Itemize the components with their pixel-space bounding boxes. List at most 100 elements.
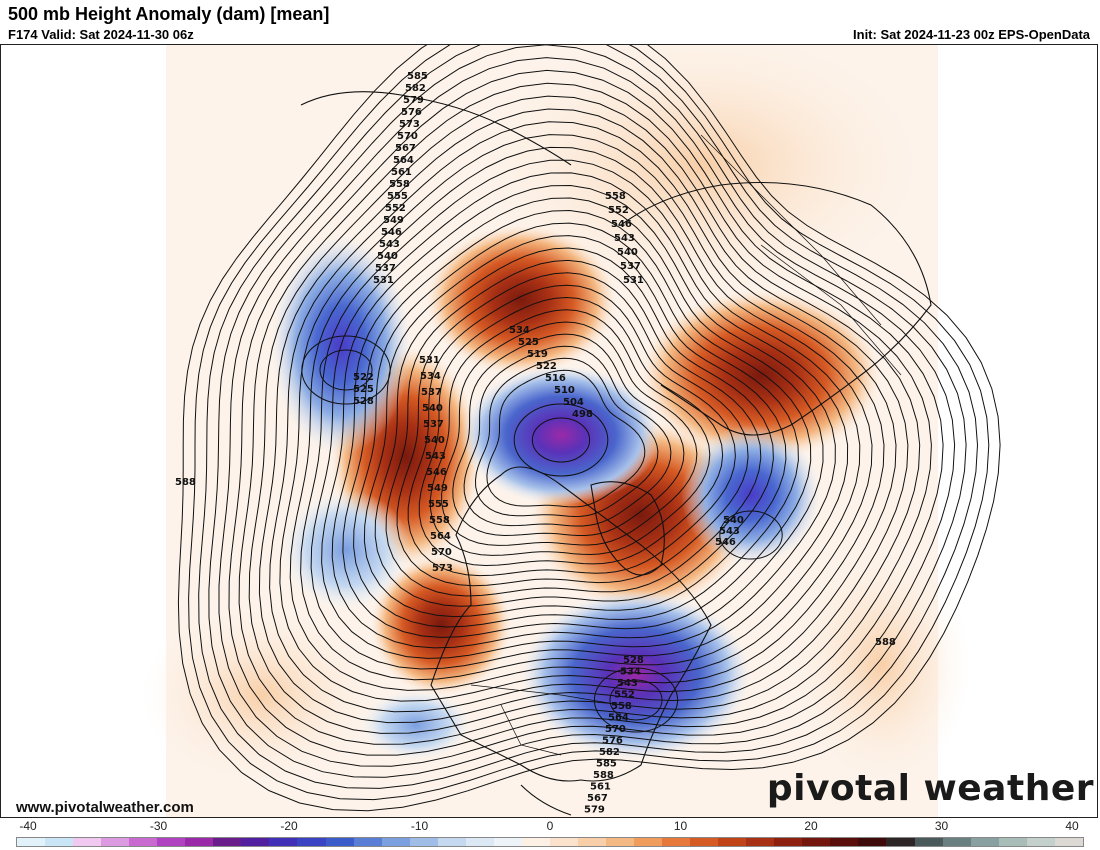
colorbar-swatch [17, 838, 46, 846]
colorbar-swatch [185, 838, 214, 846]
political-borders [470, 134, 902, 756]
contour-label: 588 [875, 637, 896, 648]
colorbar-swatch [521, 838, 550, 846]
colorbar-tick-label: -20 [280, 819, 298, 833]
height-contour [258, 108, 909, 724]
contour-label: 546 [426, 467, 447, 478]
height-contour [177, 45, 1001, 812]
contour-label: 534 [620, 667, 641, 678]
contour-label: 525 [518, 337, 539, 348]
subtropical-pacific-negative [361, 690, 471, 760]
colorbar-swatch [914, 838, 943, 846]
contour-label: 564 [430, 531, 451, 542]
contour-label: 531 [373, 275, 394, 286]
height-contour [429, 309, 711, 556]
colorbar-legend: -40 -30 -20 -10 0 10 20 30 40 [0, 818, 1100, 850]
height-contour [269, 121, 897, 713]
colorbar-tick-label: 10 [673, 819, 688, 833]
contour-label: 567 [587, 793, 608, 804]
contour-label: 540 [422, 403, 443, 414]
chart-title: 500 mb Height Anomaly (dam) [mean] [8, 4, 330, 24]
contour-label: 543 [617, 678, 638, 689]
height-contour [407, 284, 736, 577]
north-atlantic-negative [681, 425, 821, 565]
contour-label: 582 [599, 747, 620, 758]
contour-label: 567 [395, 143, 416, 154]
contour-label: 582 [405, 83, 426, 94]
contour-label: 546 [715, 537, 736, 548]
colorbar-scale [16, 837, 1084, 847]
contour-label: 552 [614, 690, 635, 701]
contour-label: 534 [420, 371, 441, 382]
colorbar-swatch [634, 838, 663, 846]
greenland-coast [590, 481, 665, 576]
contour-label: 498 [572, 409, 593, 420]
colorbar-swatch [493, 838, 522, 846]
colorbar-swatch [157, 838, 186, 846]
init-time: Init: Sat 2024-11-23 00z EPS-OpenData [853, 27, 1090, 42]
height-anomaly-map: 5855825795765735705675645615585555525495… [1, 45, 1097, 817]
contour-label: 519 [527, 349, 548, 360]
contour-label: 564 [393, 155, 414, 166]
height-contour [374, 247, 774, 607]
height-contour [300, 159, 861, 681]
contour-label: 549 [427, 483, 448, 494]
contour-label: 546 [381, 227, 402, 238]
colorbar-swatch [605, 838, 635, 846]
colorbar-tick-label: 0 [546, 819, 554, 833]
contour-label: 516 [545, 373, 566, 384]
contour-label: 537 [375, 263, 396, 274]
contour-label: 585 [407, 71, 428, 82]
contour-label: 588 [175, 477, 196, 488]
colorbar-swatch [998, 838, 1027, 846]
contour-label: 543 [425, 451, 446, 462]
asia-north-coast [300, 91, 572, 166]
height-contour [310, 172, 849, 670]
height-contour [218, 57, 956, 767]
colorbar-swatch [690, 838, 719, 846]
contour-label: 558 [605, 191, 626, 202]
contour-label: 558 [389, 179, 410, 190]
contour-label: 504 [563, 397, 584, 408]
colorbar-tick-label: 40 [1065, 819, 1079, 833]
contour-label: 585 [596, 759, 617, 770]
closed-low-contour [593, 667, 679, 733]
colorbar-swatch [830, 838, 859, 846]
contour-label: 537 [423, 419, 444, 430]
height-contour [248, 95, 921, 734]
colorbar-swatch [269, 838, 298, 846]
colorbar-tick-label: 20 [804, 819, 818, 833]
contour-label: 579 [584, 805, 605, 816]
height-contour [188, 45, 990, 801]
contour-label: 525 [353, 384, 374, 395]
eurasia-coast [620, 181, 932, 436]
colorbar-swatch [577, 838, 606, 846]
height-contours [177, 45, 1001, 812]
colorbar-swatch [409, 838, 438, 846]
contour-label: 564 [608, 713, 629, 724]
height-contour [486, 369, 646, 508]
colorbar-swatch [970, 838, 999, 846]
height-contour [353, 222, 799, 628]
colorbar-swatch [802, 838, 831, 846]
height-contour [279, 134, 885, 702]
contour-label: 579 [403, 95, 424, 106]
contour-label: 558 [429, 515, 450, 526]
height-contour [452, 333, 685, 537]
height-contour [198, 45, 979, 789]
closed-low-contour [719, 510, 783, 560]
height-contour [228, 69, 944, 756]
coastlines [300, 91, 932, 816]
colorbar-swatch [774, 838, 803, 846]
contour-label: 570 [605, 724, 626, 735]
colorbar-swatch [297, 838, 326, 846]
closed-low-contour [319, 349, 373, 391]
height-contour [342, 209, 812, 638]
height-contour [208, 45, 967, 778]
contour-label: 528 [623, 655, 644, 666]
contour-label: 573 [399, 119, 420, 130]
contour-label: 555 [428, 499, 449, 510]
colorbar-tick-label: -10 [410, 819, 429, 833]
contour-label: 531 [419, 355, 440, 366]
contour-label: 558 [611, 701, 632, 712]
